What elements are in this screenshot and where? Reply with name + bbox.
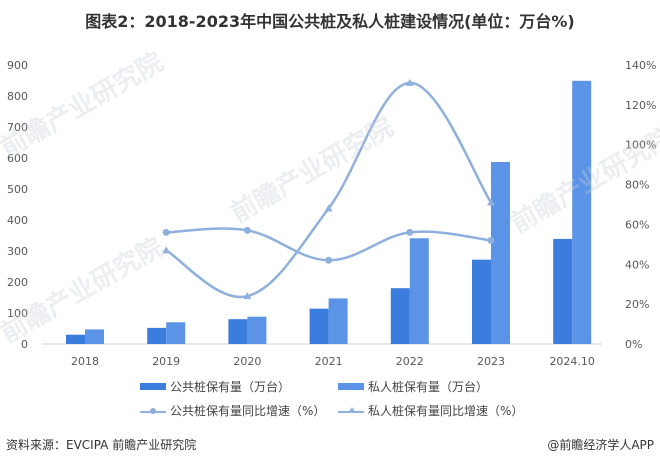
bar-swatch-icon xyxy=(140,383,166,390)
credit-note: @前瞻经济学人APP xyxy=(547,438,654,452)
bar xyxy=(409,238,429,344)
right-y-axis: 0% 20% 40% 60% 80% 100% 120% 140% xyxy=(625,59,656,351)
bar xyxy=(147,327,167,344)
y-tick-label: 0 xyxy=(21,338,28,351)
bar xyxy=(328,298,348,344)
legend-label: 私人桩保有量（万台） xyxy=(368,380,489,394)
bar-series xyxy=(66,80,592,344)
line-series xyxy=(162,78,495,300)
legend-item-public-count: 公共桩保有量（万台） xyxy=(140,378,290,395)
bar xyxy=(247,316,267,344)
line-circle-marker-icon xyxy=(140,405,166,417)
triangle-marker-icon xyxy=(243,292,252,300)
triangle-marker-icon xyxy=(324,204,333,212)
line-triangle-marker-icon xyxy=(338,405,364,417)
y-tick-label: 300 xyxy=(7,245,28,258)
bar xyxy=(472,259,491,344)
y-tick-label: 900 xyxy=(7,59,28,72)
legend-item-public-growth: 公共桩保有量同比增速（%） xyxy=(140,402,325,419)
x-tick-label: 2018 xyxy=(71,355,99,368)
bar xyxy=(166,322,186,344)
bar xyxy=(228,319,248,344)
bar xyxy=(309,308,329,344)
y2-tick-label: 120% xyxy=(625,99,656,112)
y-tick-label: 700 xyxy=(7,121,28,134)
y2-tick-label: 80% xyxy=(625,179,649,192)
legend-label: 公共桩保有量同比增速（%） xyxy=(170,404,326,418)
y2-tick-label: 0% xyxy=(625,338,642,351)
bar xyxy=(66,334,85,344)
bar xyxy=(85,329,104,344)
circle-marker-icon xyxy=(325,256,333,264)
circle-marker-icon xyxy=(406,228,414,236)
legend-item-private-growth: 私人桩保有量同比增速（%） xyxy=(338,402,523,419)
bar-swatch-icon xyxy=(338,383,364,390)
x-tick-label: 2022 xyxy=(396,355,424,368)
y-tick-label: 800 xyxy=(7,90,28,103)
source-note: 资料来源：EVCIPA 前瞻产业研究院 xyxy=(6,438,197,452)
y2-tick-label: 20% xyxy=(625,298,649,311)
legend-item-private-count: 私人桩保有量（万台） xyxy=(338,378,488,395)
x-tick-label: 2021 xyxy=(315,355,343,368)
bar xyxy=(390,288,410,344)
circle-marker-icon xyxy=(243,226,251,234)
y2-tick-label: 60% xyxy=(625,218,649,231)
bar xyxy=(572,80,592,344)
y-tick-label: 500 xyxy=(7,183,28,196)
y-tick-label: 400 xyxy=(7,214,28,227)
x-tick-label: 2023 xyxy=(477,355,505,368)
x-tick-label: 2019 xyxy=(152,355,180,368)
triangle-marker-icon xyxy=(162,246,171,254)
triangle-marker-icon xyxy=(487,198,495,206)
x-tick-label: 2020 xyxy=(233,355,261,368)
left-y-axis: 0 100 200 300 400 500 600 700 800 900 xyxy=(7,59,28,351)
growth-line xyxy=(165,81,493,299)
circle-marker-icon xyxy=(487,236,495,244)
y2-tick-label: 140% xyxy=(625,59,656,72)
triangle-marker-icon xyxy=(405,78,414,86)
y-tick-label: 200 xyxy=(7,276,28,289)
x-tick-label: 2024.10 xyxy=(549,355,595,368)
bar xyxy=(553,238,573,344)
growth-line xyxy=(166,227,492,262)
circle-marker-icon xyxy=(162,228,170,236)
y2-tick-label: 40% xyxy=(625,258,649,271)
bar xyxy=(491,162,510,344)
y-tick-label: 600 xyxy=(7,152,28,165)
legend-label: 私人桩保有量同比增速（%） xyxy=(368,404,524,418)
x-axis-labels: 2018 2019 2020 2021 2022 2023 2024.10 xyxy=(71,355,595,368)
y2-tick-label: 100% xyxy=(625,139,656,152)
chart-title: 图表2：2018-2023年中国公共桩及私人桩建设情况(单位：万台%) xyxy=(85,12,575,31)
legend-label: 公共桩保有量（万台） xyxy=(170,380,291,394)
y-tick-label: 100 xyxy=(7,307,28,320)
